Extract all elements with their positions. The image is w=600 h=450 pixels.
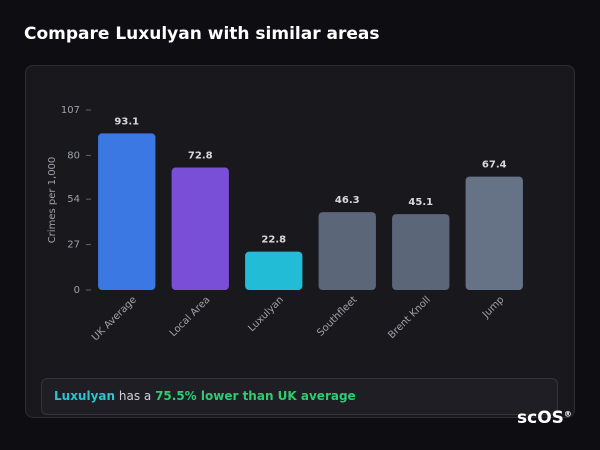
logo: scOS® <box>517 408 572 428</box>
y-tick-label: 80 <box>67 150 80 161</box>
logo-mark: ® <box>563 409 572 419</box>
bar <box>465 176 523 290</box>
value-label: 22.8 <box>261 235 286 246</box>
summary: Luxulyan has a 75.5% lower than UK avera… <box>41 378 558 415</box>
y-tick-label: 27 <box>67 240 80 251</box>
bar <box>98 133 156 290</box>
page-title: Compare Luxulyan with similar areas <box>24 24 380 44</box>
bar <box>392 214 450 290</box>
y-tick-label: 107 <box>61 105 80 116</box>
value-label: 72.8 <box>188 151 213 162</box>
logo-text: scOS <box>517 408 564 428</box>
value-label: 67.4 <box>482 160 507 171</box>
bar <box>245 251 303 290</box>
x-tick-label: Luxulyan <box>246 294 286 334</box>
bar <box>171 167 229 290</box>
summary-area: Luxulyan <box>54 389 116 403</box>
summary-text: has a <box>115 389 156 403</box>
value-label: 93.1 <box>114 116 139 127</box>
x-tick-label: Southfleet <box>315 294 359 338</box>
x-tick-label: Jump <box>480 294 506 320</box>
value-label: 45.1 <box>408 197 433 208</box>
x-tick-label: Brent Knoll <box>386 294 433 341</box>
x-tick-label: UK Average <box>90 294 139 343</box>
y-tick-label: 54 <box>67 194 80 205</box>
y-tick-label: 0 <box>74 285 80 296</box>
x-tick-label: Local Area <box>168 294 213 339</box>
value-label: 46.3 <box>335 195 360 206</box>
y-axis-label: Crimes per 1,000 <box>47 157 58 244</box>
summary-comparison: 75.5% lower than UK average <box>155 389 356 403</box>
bar <box>318 212 376 290</box>
